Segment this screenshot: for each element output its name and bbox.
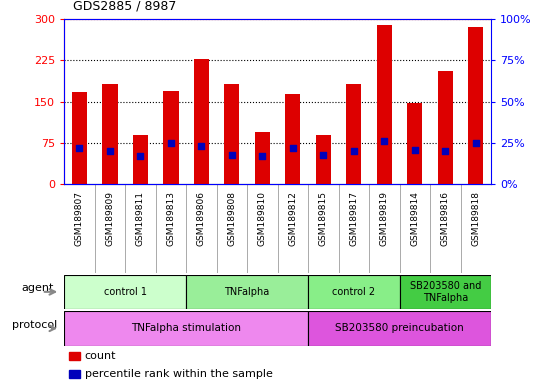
Point [410,147,419,153]
Point [197,143,206,149]
Point [349,148,358,154]
Bar [377,25,392,184]
Point [136,153,145,159]
Text: GSM189818: GSM189818 [472,191,480,247]
Text: TNFalpha: TNFalpha [224,287,270,297]
Bar [255,132,270,184]
Point [441,148,450,154]
Text: GSM189811: GSM189811 [136,191,145,247]
Point [75,145,84,151]
Point [228,152,237,158]
Bar [186,275,308,309]
Bar [437,71,453,184]
Text: TNFalpha stimulation: TNFalpha stimulation [131,323,241,333]
Bar [102,84,118,184]
Bar [468,28,483,184]
Text: GSM189815: GSM189815 [319,191,328,247]
Bar [308,275,400,309]
Text: percentile rank within the sample: percentile rank within the sample [85,369,272,379]
Text: GSM189816: GSM189816 [441,191,450,247]
Bar [316,135,331,184]
Bar [133,135,148,184]
Bar [72,92,87,184]
Text: GSM189810: GSM189810 [258,191,267,247]
Text: GSM189807: GSM189807 [75,191,84,247]
Point [288,145,297,151]
Text: GSM189817: GSM189817 [349,191,358,247]
Bar [69,352,80,360]
Text: control 2: control 2 [332,287,376,297]
Text: count: count [85,351,116,361]
Bar [400,275,491,309]
Text: protocol: protocol [12,320,57,330]
Point [319,152,328,158]
Text: GSM189819: GSM189819 [380,191,389,247]
Text: SB203580 preincubation: SB203580 preincubation [335,323,464,333]
Point [105,148,114,154]
Text: control 1: control 1 [104,287,147,297]
Point [472,140,480,146]
Bar [194,59,209,184]
Point [166,140,175,146]
Bar [64,275,186,309]
Text: SB203580 and
TNFalpha: SB203580 and TNFalpha [410,281,481,303]
Bar [163,91,179,184]
Text: agent: agent [21,283,54,293]
Bar [346,84,362,184]
Text: GDS2885 / 8987: GDS2885 / 8987 [73,0,176,13]
Text: GSM189806: GSM189806 [197,191,206,247]
Bar [308,311,491,346]
Text: GSM189809: GSM189809 [105,191,114,247]
Bar [285,94,300,184]
Bar [69,370,80,378]
Bar [407,103,422,184]
Point [258,153,267,159]
Text: GSM189808: GSM189808 [227,191,237,247]
Bar [224,84,239,184]
Text: GSM189813: GSM189813 [166,191,175,247]
Bar [64,311,308,346]
Text: GSM189812: GSM189812 [288,191,297,246]
Point [380,138,389,144]
Text: GSM189814: GSM189814 [410,191,419,246]
